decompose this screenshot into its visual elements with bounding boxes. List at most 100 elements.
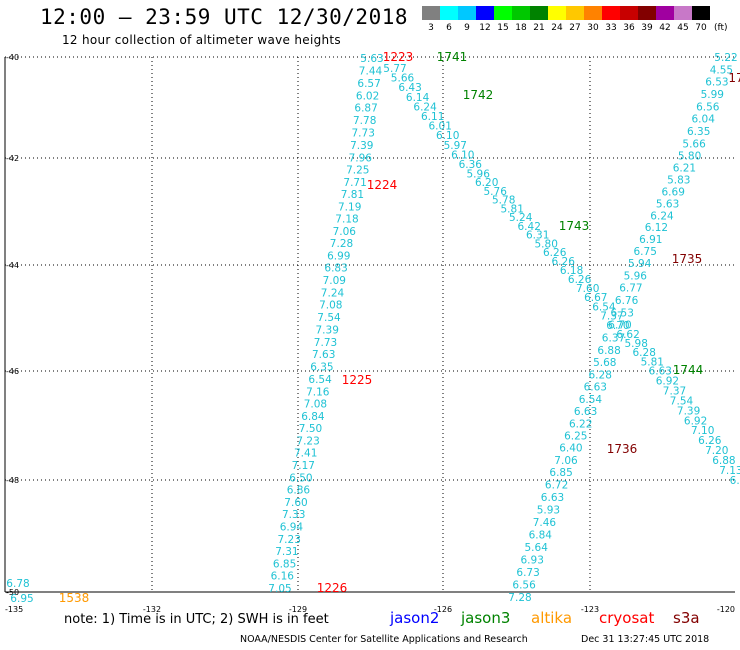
lon-tick-label: -132: [143, 605, 161, 614]
pass-time-label: 1225: [342, 373, 373, 387]
colorbar-swatch-9: [458, 6, 476, 20]
wave-height-value: 5.80: [678, 151, 701, 163]
wave-height-value: 7.39: [677, 405, 700, 417]
lon-tick-label: -126: [434, 605, 452, 614]
wave-height-value: 6.56: [512, 580, 536, 592]
wave-height-value: 7.37: [600, 311, 623, 323]
wave-height-value: 5.66: [682, 138, 706, 150]
wave-height-value: 6.11: [421, 111, 444, 123]
pass-time-label: 1736: [607, 442, 638, 456]
lat-tick-label: -44: [6, 261, 19, 270]
wave-height-value: 6.72: [545, 480, 568, 492]
wave-height-value: 6.40: [559, 443, 582, 455]
footer-credit: NOAA/NESDIS Center for Satellite Applica…: [240, 634, 528, 645]
colorbar-swatch-18: [512, 6, 530, 20]
pass-time-label: 1226: [317, 581, 348, 595]
wave-height-value: 6.10: [436, 130, 459, 142]
wave-height-value: 6.73: [516, 567, 539, 579]
colorbar-label: 24: [551, 23, 563, 33]
wave-height-value: 6.18: [560, 265, 583, 277]
wave-height-value: 6.12: [645, 222, 668, 234]
wave-height-value: 6.53: [611, 308, 634, 320]
wave-height-value: 6.86: [287, 485, 311, 497]
pass-time-label: 1741: [437, 50, 468, 64]
wave-height-value: 6.54: [308, 374, 332, 386]
wave-height-value: 6.21: [673, 163, 696, 175]
colorbar-swatch-39: [638, 6, 656, 20]
wave-height-value: 7.23: [278, 534, 301, 546]
wave-height-value: 6.35: [310, 362, 333, 374]
wave-height-value: 7.73: [352, 128, 375, 140]
pass-time-label: 1224: [367, 178, 398, 192]
legend-altika: altika: [531, 609, 573, 627]
lon-tick-label: -135: [5, 605, 23, 614]
colorbar-label: 6: [446, 23, 452, 33]
pass-time-label: 1223: [383, 50, 414, 64]
wave-height-value: 7.24: [321, 287, 345, 299]
colorbar-swatch-42: [656, 6, 674, 20]
lat-tick-label: -46: [6, 367, 19, 376]
wave-height-value: 7.50: [299, 423, 322, 435]
legend-jason2: jason2: [390, 609, 440, 627]
wave-height-value: 6.75: [634, 246, 657, 258]
wave-height-value: 5.97: [444, 140, 467, 152]
wave-height-value: 6.26: [552, 256, 576, 268]
wave-height-value: 6.26: [568, 274, 592, 286]
wave-height-value: 5.83: [667, 175, 690, 187]
wave-height-value: 5.96: [624, 270, 648, 282]
wave-height-value: 5.99: [701, 89, 724, 101]
pass-time-label: 1744: [673, 363, 704, 377]
wave-height-value: 7.54: [317, 312, 341, 324]
wave-height-value: 6.70: [606, 320, 629, 332]
colorbar-label: 12: [479, 23, 491, 33]
lat-tick-label: -48: [6, 476, 19, 485]
wave-height-value: 6.16: [271, 571, 295, 583]
wave-height-value: 7.78: [353, 115, 376, 127]
wave-height-value: 5.78: [492, 195, 515, 207]
wave-height-value: 6.24: [413, 101, 437, 113]
colorbar-swatch-70: [692, 6, 710, 20]
colorbar-label: 3: [428, 23, 434, 33]
wave-height-value: 7.63: [312, 349, 335, 361]
colorbar-label: 39: [641, 23, 653, 33]
colorbar-label: 70: [695, 23, 707, 33]
map-title: 12:00 – 23:59 UTC 12/30/2018: [40, 5, 409, 29]
wave-height-value: 5.68: [593, 357, 616, 369]
wave-height-value: 4.55: [710, 64, 733, 76]
wave-height-value: 5.66: [391, 73, 415, 85]
wave-height-value: 7.19: [338, 201, 361, 213]
wave-height-value: 6.42: [518, 221, 541, 233]
wave-height-value: 6.26: [543, 247, 567, 259]
wave-height-value: 6.94: [280, 522, 304, 534]
wave-height-value: 6.84: [301, 411, 325, 423]
wave-height-value: 6.88: [712, 455, 735, 467]
wave-height-value: 6.28: [589, 370, 612, 382]
wave-height-value: 6.63: [574, 406, 597, 418]
wave-height-value: 5.24: [509, 212, 533, 224]
footer-timestamp: Dec 31 13:27:45 UTC 2018: [581, 634, 710, 645]
wave-height-value: 6.87: [354, 103, 377, 115]
wave-height-value: 6.62: [616, 329, 639, 341]
wave-height-value: 6.53: [705, 77, 728, 89]
wave-height-value: 7.28: [330, 238, 353, 250]
wave-height-value: 7.10: [691, 425, 714, 437]
wave-height-value: 6.01: [429, 121, 452, 133]
wave-height-value: 5.77: [383, 63, 406, 75]
wave-height-value: 6.85: [273, 558, 296, 570]
colorbar-label: 42: [659, 23, 671, 33]
wave-height-colorbar: 3 6 9 12 15 18 21 24 27 30 33 36 39 42 45 70 (ft): [422, 6, 740, 36]
wave-height-value: 6.91: [639, 234, 662, 246]
colorbar-swatch-12: [476, 6, 494, 20]
wave-height-value: 6.35: [687, 126, 710, 138]
colorbar-swatch-15: [494, 6, 512, 20]
wave-height-value: 7.46: [533, 517, 557, 529]
colorbar-swatch-3: [422, 6, 440, 20]
wave-height-value: 7.37: [663, 385, 686, 397]
wave-height-value: 7.20: [705, 445, 728, 457]
wave-height-value: 7.13: [719, 465, 740, 477]
wave-height-value: 7.08: [304, 399, 327, 411]
lat-tick-label: -50: [6, 588, 19, 597]
wave-height-value: 7.23: [296, 435, 319, 447]
wave-height-value: 7.16: [306, 386, 330, 398]
